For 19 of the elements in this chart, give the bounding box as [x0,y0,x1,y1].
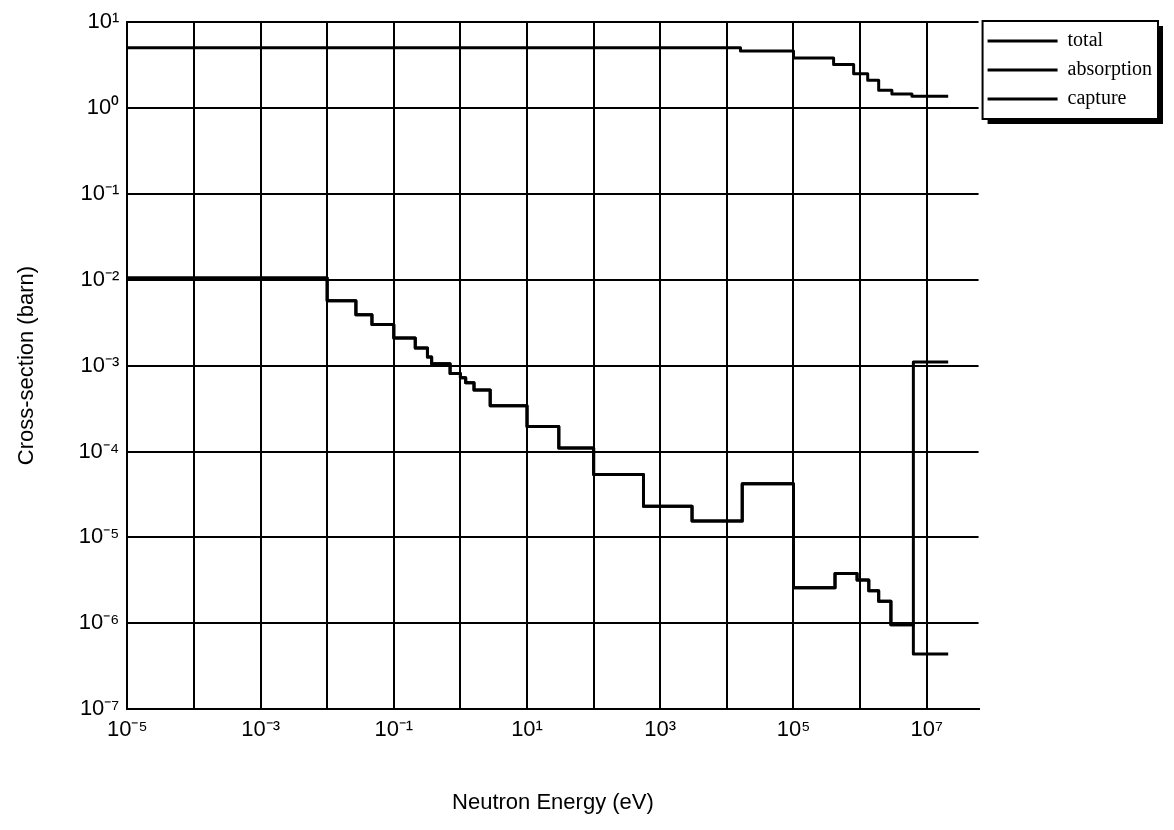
x-tick-label: 10⁻³ [241,716,280,742]
y-tick-label: 10⁻² [80,265,120,291]
x-axis-title: Neutron Energy (eV) [452,788,654,814]
legend-label: total [1067,28,1104,51]
y-tick-label: 10⁻⁵ [78,523,120,549]
y-axis-title: Cross-section (barn) [13,265,39,466]
y-tick-label: 10¹ [87,8,120,34]
x-tick-label: 10³ [644,716,677,742]
x-tick-label: 10⁻¹ [374,716,414,742]
x-tick-label: 10⁵ [776,716,811,742]
y-tick-label: 10⁻⁴ [78,437,120,463]
y-tick-label: 10⁻¹ [80,179,120,205]
y-tick-label: 10⁻⁶ [78,609,120,635]
legend-label: capture [1067,86,1127,110]
y-tick-label: 10⁻³ [80,351,120,377]
legend-label: absorption [1067,57,1152,81]
x-tick-label: 10¹ [511,716,543,742]
y-tick-label: 10⁰ [86,93,120,119]
x-tick-label: 10⁷ [910,716,943,742]
